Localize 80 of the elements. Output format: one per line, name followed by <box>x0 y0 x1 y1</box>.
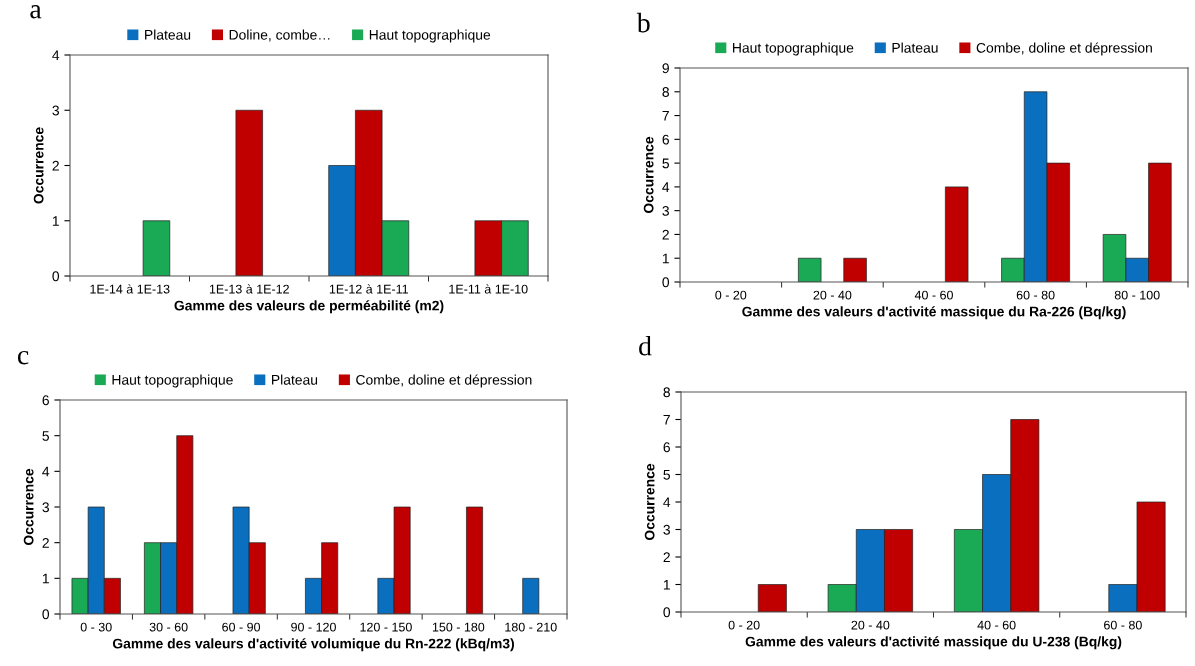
legend-label: Plateau <box>272 374 318 385</box>
x-axis-title: Gamme des valeurs de perméabilité (m2) <box>174 300 444 314</box>
x-tick-label: 1E-14 à 1E-13 <box>90 284 170 294</box>
bar <box>843 257 867 282</box>
x-axis-title: Gamme des valeurs d'activité volumique du Rn-222 (kBq/m3) <box>112 638 514 652</box>
x-tick-label: 20 - 40 <box>851 620 890 630</box>
y-axis-title: Occurrence <box>33 127 44 204</box>
x-tick-label: 60 - 80 <box>1016 290 1055 300</box>
legend-label: Haut topographique <box>369 29 491 43</box>
x-tick-label: 80 - 100 <box>1114 290 1160 300</box>
y-tick-label: 4 <box>52 50 60 61</box>
bar <box>466 506 483 614</box>
legend-label: Haut topographique <box>112 374 233 388</box>
y-axis-title: Occurrence <box>644 463 655 541</box>
y-tick-label: 2 <box>52 160 59 171</box>
bar <box>142 220 171 276</box>
x-tick-label: 0 - 20 <box>728 620 760 630</box>
y-tick-label: 7 <box>663 414 670 425</box>
y-tick-label: 0 <box>42 609 50 620</box>
x-tick-label: 0 - 20 <box>715 290 747 300</box>
y-tick-label: 3 <box>52 105 59 116</box>
bar <box>235 109 263 276</box>
y-tick-label: 3 <box>42 502 49 513</box>
y-tick-label: 4 <box>42 466 50 477</box>
chart-title: a <box>30 5 42 19</box>
x-tick-label: 1E-12 à 1E-11 <box>329 284 408 294</box>
legend-label: Doline, combe… <box>229 29 330 42</box>
y-tick-label: 9 <box>662 63 669 74</box>
y-tick-label: 8 <box>663 387 670 398</box>
y-tick-label: 4 <box>662 182 670 192</box>
y-tick-label: 5 <box>662 158 669 169</box>
legend-label: Combe, doline et dépression <box>976 42 1152 56</box>
chart-title: c <box>17 351 29 365</box>
y-tick-label: 8 <box>662 87 669 97</box>
x-tick-label: 30 - 60 <box>149 622 188 632</box>
y-tick-label: 2 <box>42 538 49 548</box>
y-tick-label: 0 <box>663 607 671 618</box>
x-tick-label: 40 - 60 <box>977 620 1016 630</box>
x-tick-label: 1E-11 à 1E-10 <box>449 284 528 294</box>
bar <box>522 577 540 614</box>
y-tick-label: 1 <box>662 253 669 264</box>
x-tick-label: 60 - 80 <box>1104 620 1142 630</box>
x-tick-label: 40 - 60 <box>914 290 953 300</box>
y-tick-label: 6 <box>662 134 669 145</box>
chart-title: b <box>636 12 650 33</box>
y-tick-label: 4 <box>663 497 671 508</box>
x-tick-label: 180 - 210 <box>505 622 557 632</box>
chart-title: d <box>639 336 652 356</box>
y-tick-label: 7 <box>662 111 669 121</box>
legend-label: Combe, doline et dépression <box>356 374 532 388</box>
legend-label: Plateau <box>892 42 938 53</box>
y-tick-label: 3 <box>662 206 669 216</box>
y-tick-label: 1 <box>663 579 670 590</box>
y-tick-label: 5 <box>42 431 49 441</box>
x-tick-label: 20 - 40 <box>813 290 852 300</box>
x-axis-title: Gamme des valeurs d'activité massique du Ra-226 (Bq/kg) <box>742 306 1126 320</box>
y-axis-title: Occurrence <box>643 136 654 214</box>
y-tick-label: 2 <box>663 552 670 563</box>
x-tick-label: 120 - 150 <box>360 622 412 632</box>
y-tick-label: 5 <box>663 469 670 480</box>
y-tick-label: 0 <box>662 277 670 288</box>
bar <box>945 186 969 282</box>
y-tick-label: 0 <box>52 271 60 282</box>
y-tick-label: 1 <box>52 216 59 226</box>
x-tick-label: 1E-13 à 1E-12 <box>209 284 289 294</box>
x-tick-label: 0 - 30 <box>80 622 112 632</box>
y-tick-label: 3 <box>663 524 670 535</box>
legend-label: Plateau <box>145 29 191 40</box>
x-tick-label: 60 - 90 <box>222 622 261 632</box>
x-axis-title: Gamme des valeurs d'activité massique du U-238 (Bq/kg) <box>745 636 1122 650</box>
y-tick-label: 6 <box>663 442 670 453</box>
bar <box>757 584 787 612</box>
x-tick-label: 90 - 120 <box>291 622 336 632</box>
x-tick-label: 150 - 180 <box>432 622 485 632</box>
bar <box>798 257 822 282</box>
y-axis-title: Occurrence <box>23 468 34 546</box>
legend-label: Haut topographique <box>733 42 854 56</box>
y-tick-label: 1 <box>42 573 49 584</box>
y-tick-label: 2 <box>662 229 669 240</box>
y-tick-label: 6 <box>42 395 49 406</box>
